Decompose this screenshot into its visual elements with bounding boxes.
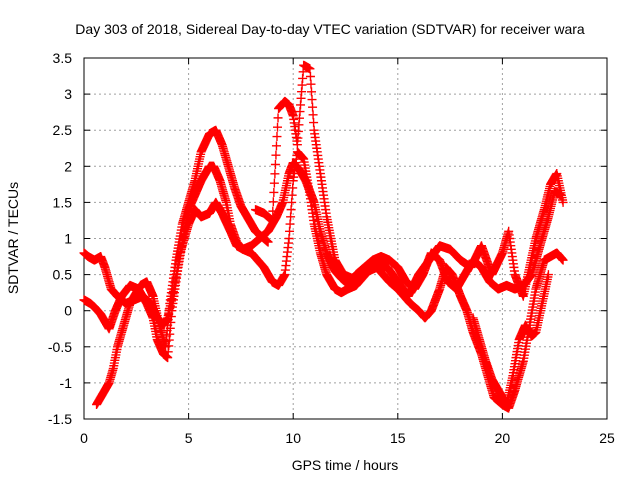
series-4 [251, 60, 568, 301]
series-2 [79, 158, 566, 330]
x-tick-label: 5 [185, 430, 193, 446]
chart-title: Day 303 of 2018, Sidereal Day-to-day VTE… [75, 21, 585, 37]
series-5 [468, 270, 553, 410]
x-tick-label: 20 [495, 430, 511, 446]
y-tick-label: -1.5 [48, 411, 72, 427]
data-point [543, 270, 553, 280]
data-point [272, 132, 282, 142]
data-point [308, 110, 318, 120]
data-point [308, 102, 318, 112]
y-axis-label: SDTVAR / TECUs [5, 182, 21, 294]
y-tick-label: -1 [60, 375, 73, 391]
data-point [269, 178, 279, 188]
data-point [309, 118, 319, 128]
y-tick-label: 0 [64, 303, 72, 319]
data-point [273, 122, 283, 132]
data-point [558, 255, 568, 265]
y-tick-label: 1 [64, 231, 72, 247]
data-point [271, 141, 281, 151]
data-point [269, 187, 279, 197]
y-tick-label: 2 [64, 158, 72, 174]
axis-ticks: 0 5 10 15 20 25 -1.5 -1 -0.5 0 0.5 1 1.5 2 2.5 3 3.5 [48, 50, 615, 446]
data-point [307, 95, 317, 105]
data-point [268, 197, 278, 207]
data-point [271, 150, 281, 160]
x-tick-label: 0 [80, 430, 88, 446]
data-point [305, 64, 315, 74]
series-3 [92, 125, 273, 410]
data-point [268, 206, 278, 216]
data-point [263, 237, 273, 247]
y-tick-label: 3.5 [53, 50, 73, 66]
y-tick-label: 0.5 [53, 267, 73, 283]
y-tick-label: 1.5 [53, 194, 73, 210]
data-point [305, 72, 315, 82]
x-tick-label: 15 [390, 430, 406, 446]
data-point [270, 169, 280, 179]
data-point [306, 79, 316, 89]
x-axis-label: GPS time / hours [292, 457, 399, 473]
grid-lines [84, 58, 607, 419]
data-point [267, 215, 277, 225]
y-tick-label: 3 [64, 86, 72, 102]
y-tick-label: 2.5 [53, 122, 73, 138]
data-point [273, 113, 283, 123]
data-point [307, 87, 317, 97]
x-tick-label: 25 [599, 430, 615, 446]
y-tick-label: -0.5 [48, 339, 72, 355]
x-tick-label: 10 [285, 430, 301, 446]
data-point [270, 159, 280, 169]
data-points [79, 60, 568, 413]
data-point [558, 197, 568, 207]
